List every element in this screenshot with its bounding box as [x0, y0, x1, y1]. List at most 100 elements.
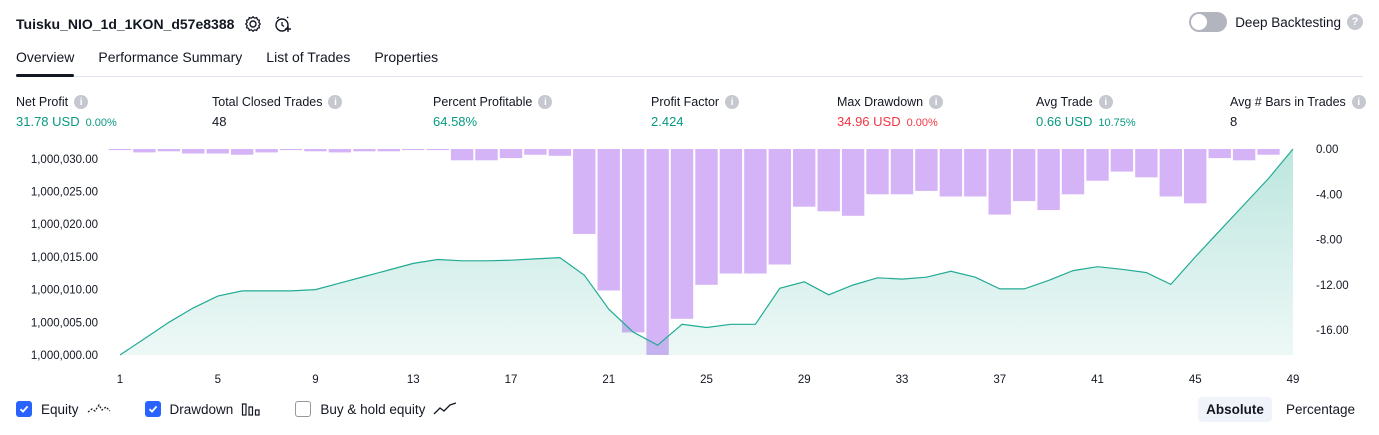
- info-icon[interactable]: i: [1098, 95, 1113, 109]
- metric-label: Max Drawdown: [837, 95, 924, 109]
- metric-value: 0.66 USD: [1036, 114, 1093, 129]
- x-axis-tick-label: 41: [1091, 374, 1104, 386]
- info-icon[interactable]: i: [74, 95, 89, 109]
- legend-label: Equity: [41, 401, 79, 417]
- drawdown-bar: [793, 149, 816, 207]
- buy-hold-line-icon: [433, 401, 457, 417]
- left-axis-tick-label: 1,000,005.00: [31, 317, 98, 329]
- drawdown-bar: [328, 149, 352, 153]
- drawdown-bar: [1013, 149, 1036, 202]
- percentage-button[interactable]: Percentage: [1285, 402, 1355, 417]
- add-alert-clock-icon[interactable]: [272, 13, 294, 35]
- metric-percent: 0.00%: [906, 117, 938, 129]
- drawdown-bar: [670, 149, 694, 319]
- drawdown-bar: [182, 149, 205, 154]
- right-axis-tick-label: -16.00: [1316, 325, 1349, 337]
- drawdown-bar: [353, 149, 376, 152]
- metric-label: Avg Trade: [1036, 95, 1093, 109]
- metric-avg-trade: Avg Trade i 0.66 USD 10.75%: [1036, 93, 1136, 129]
- absolute-button[interactable]: Absolute: [1198, 397, 1272, 422]
- drawdown-checkbox[interactable]: [144, 401, 161, 417]
- deep-backtesting-toggle[interactable]: [1189, 12, 1228, 32]
- info-icon[interactable]: i: [725, 95, 740, 109]
- drawdown-bar: [744, 149, 767, 274]
- strategy-title: Tuisku_NIO_1d_1KON_d57e8388: [16, 16, 235, 32]
- settings-gear-icon[interactable]: [242, 13, 264, 35]
- equity-drawdown-chart: 1,000,000.00 1,000,005.00 1,000,010.00 1,00…: [31, 144, 1349, 386]
- right-axis: 0.00 -4.00 -8.00 -12.00 -16.00: [1316, 144, 1349, 337]
- x-axis-tick-label: 9: [312, 374, 318, 386]
- equity-line: [119, 148, 1294, 356]
- metric-value: 34.96 USD: [837, 114, 901, 129]
- metric-percent: 10.75%: [1098, 117, 1136, 129]
- metric-label: Total Closed Trades: [212, 95, 323, 109]
- metric-max-drawdown: Max Drawdown i 34.96 USD 0.00%: [837, 93, 944, 129]
- x-axis-tick-label: 37: [993, 374, 1006, 386]
- drawdown-bar: [1086, 149, 1109, 181]
- legend-buy-hold-equity[interactable]: Buy & hold equity: [295, 401, 457, 417]
- left-axis-tick-label: 1,000,025.00: [31, 187, 98, 199]
- drawdown-bars-icon: [241, 401, 261, 417]
- drawdown-bar: [426, 149, 449, 151]
- info-icon[interactable]: i: [1351, 95, 1366, 109]
- x-axis-tick-label: 5: [215, 374, 221, 386]
- legend-label: Drawdown: [169, 401, 234, 417]
- drawdown-bars: [108, 149, 1280, 355]
- buy-hold-checkbox[interactable]: [295, 401, 312, 417]
- drawdown-bar: [524, 149, 547, 155]
- drawdown-bar: [1208, 149, 1231, 159]
- drawdown-bar: [768, 149, 791, 265]
- x-axis-tick-label: 49: [1287, 374, 1300, 386]
- drawdown-bar: [1061, 149, 1085, 195]
- legend-equity[interactable]: Equity: [16, 401, 111, 417]
- metric-label: Avg # Bars in Trades: [1230, 95, 1346, 109]
- left-axis-tick-label: 1,000,020.00: [31, 219, 98, 231]
- legend-label: Buy & hold equity: [320, 401, 426, 417]
- metric-profit-factor: Profit Factor i 2.424: [651, 93, 740, 129]
- drawdown-bar: [1037, 149, 1060, 211]
- strategy-header: Tuisku_NIO_1d_1KON_d57e8388: [16, 12, 294, 36]
- metric-label: Net Profit: [16, 95, 69, 109]
- tab-overview[interactable]: Overview: [16, 40, 75, 77]
- drawdown-bar: [1135, 149, 1158, 178]
- tab-list-of-trades[interactable]: List of Trades: [266, 49, 351, 65]
- equity-checkbox[interactable]: [16, 401, 32, 417]
- metric-value: 2.424: [651, 114, 684, 129]
- drawdown-bar: [964, 149, 987, 197]
- drawdown-bar: [304, 149, 327, 152]
- drawdown-bar: [866, 149, 889, 195]
- drawdown-bar: [1110, 149, 1134, 172]
- drawdown-bar: [377, 149, 400, 152]
- right-axis-tick-label: -4.00: [1316, 189, 1342, 201]
- info-icon[interactable]: i: [328, 95, 343, 109]
- right-axis-tick-label: -8.00: [1316, 235, 1342, 247]
- left-axis: 1,000,000.00 1,000,005.00 1,000,010.00 1,00…: [31, 154, 98, 362]
- metric-value: 8: [1230, 114, 1238, 129]
- metric-value: 48: [212, 114, 227, 129]
- drawdown-bar: [108, 149, 132, 151]
- right-axis-tick-label: -12.00: [1316, 280, 1349, 292]
- drawdown-bar: [231, 149, 254, 155]
- deep-backtesting-control: Deep Backtesting ?: [1189, 12, 1363, 32]
- info-icon[interactable]: i: [929, 95, 944, 109]
- drawdown-bar: [719, 149, 743, 274]
- drawdown-bar: [499, 149, 523, 159]
- drawdown-bar: [1257, 149, 1280, 155]
- tab-performance-summary[interactable]: Performance Summary: [98, 49, 243, 65]
- help-question-icon[interactable]: ?: [1347, 14, 1363, 30]
- drawdown-bar: [450, 149, 474, 161]
- drawdown-bar: [988, 149, 1011, 215]
- info-icon[interactable]: i: [538, 95, 553, 109]
- metric-label: Percent Profitable: [433, 95, 533, 109]
- left-axis-tick-label: 1,000,015.00: [31, 252, 98, 264]
- drawdown-bar: [939, 149, 963, 197]
- x-axis-tick-label: 33: [896, 374, 909, 386]
- metric-value: 31.78 USD: [16, 114, 80, 129]
- x-axis: 1 5 9 13 17 21 25 29 33 37 41 45 49: [117, 374, 1300, 386]
- legend-drawdown[interactable]: Drawdown: [144, 401, 262, 417]
- toggle-knob: [1191, 14, 1208, 30]
- tab-properties[interactable]: Properties: [374, 49, 439, 65]
- x-axis-tick-label: 29: [798, 374, 811, 386]
- drawdown-bar: [1232, 149, 1256, 161]
- right-axis-tick-label: 0.00: [1316, 144, 1338, 156]
